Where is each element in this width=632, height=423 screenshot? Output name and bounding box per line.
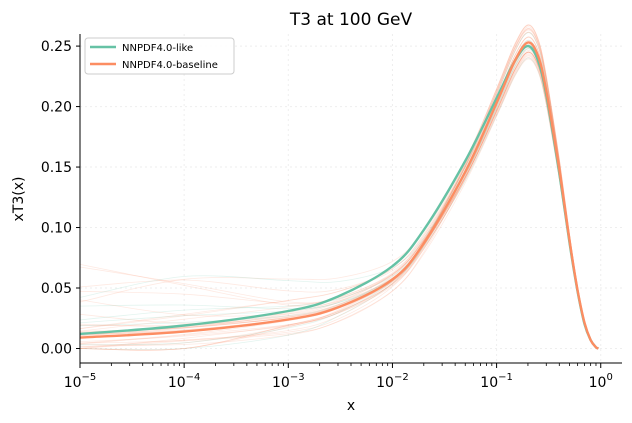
- x-axis-label: x: [347, 398, 355, 414]
- x-tick-exponent: −2: [394, 372, 409, 383]
- x-tick-label: 10−4: [168, 372, 201, 391]
- replica-curve: [79, 45, 599, 349]
- series-line: [79, 44, 599, 350]
- x-tick-label: 10−2: [376, 372, 409, 391]
- x-tick-base: 10: [376, 375, 394, 391]
- x-tick-base: 10: [168, 375, 186, 391]
- x-ticks: 10−5 10−4 10−3 10−2 10−1 100: [64, 363, 613, 391]
- replica-curve: [79, 45, 599, 349]
- y-tick-label: 0.25: [41, 39, 72, 55]
- replica-curve: [79, 28, 599, 349]
- y-axis-label: xT3(x): [11, 177, 27, 222]
- x-tick-base: 10: [272, 375, 290, 391]
- y-tick-label: 0.05: [41, 281, 72, 297]
- x-tick-label: 10−3: [272, 372, 305, 391]
- x-tick-base: 10: [480, 375, 498, 391]
- series-lines: [79, 41, 599, 350]
- replica-curve: [79, 45, 599, 349]
- y-ticks: 0.00 0.05 0.10 0.15 0.20 0.25: [41, 39, 80, 357]
- grid: [79, 34, 622, 363]
- axes: [79, 34, 622, 364]
- y-tick-label: 0.00: [41, 341, 72, 357]
- x-tick-label: 10−1: [480, 372, 513, 391]
- x-tick-base: 10: [589, 375, 607, 391]
- replica-curve: [79, 48, 599, 349]
- legend-box: [84, 37, 235, 75]
- x-tick-exponent: 0: [606, 372, 612, 383]
- y-tick-label: 0.20: [41, 100, 72, 116]
- x-tick-exponent: −4: [186, 372, 201, 383]
- x-tick-label: 10−5: [64, 372, 97, 391]
- replica-curve: [79, 27, 599, 349]
- legend-label: NNPDF4.0-like: [122, 43, 193, 54]
- replica-curve: [79, 47, 599, 349]
- legend-label: NNPDF4.0-baseline: [122, 60, 218, 71]
- replica-curve: [79, 36, 599, 349]
- replica-curve: [79, 26, 599, 349]
- chart-title: T3 at 100 GeV: [289, 10, 413, 30]
- x-tick-exponent: −3: [290, 372, 305, 383]
- legend: NNPDF4.0-like NNPDF4.0-baseline: [84, 37, 235, 75]
- x-tick-exponent: −1: [498, 372, 513, 383]
- y-tick-label: 0.15: [41, 160, 72, 176]
- replica-curve: [79, 48, 599, 349]
- x-tick-label: 100: [589, 372, 613, 391]
- series-line: [79, 41, 599, 350]
- x-tick-base: 10: [64, 375, 82, 391]
- y-tick-label: 0.10: [41, 221, 72, 237]
- replica-curve: [79, 51, 599, 349]
- x-tick-exponent: −5: [82, 372, 97, 383]
